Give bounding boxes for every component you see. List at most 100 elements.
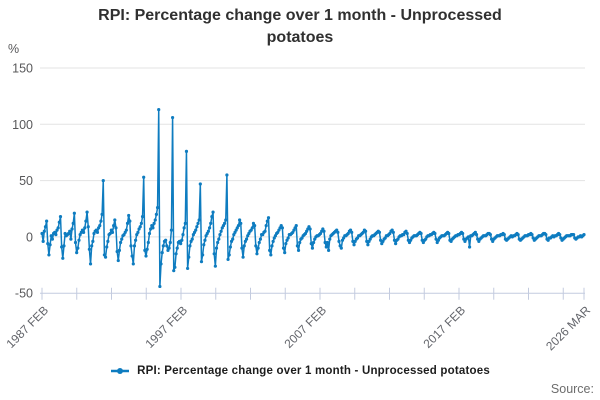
data-point xyxy=(392,238,397,242)
data-point xyxy=(61,256,65,260)
data-point xyxy=(95,230,100,234)
data-point xyxy=(172,269,176,273)
data-point xyxy=(50,237,55,241)
data-point xyxy=(258,237,263,241)
legend-series-label[interactable]: RPI: Percentage change over 1 month - Un… xyxy=(137,365,490,377)
data-point xyxy=(195,225,199,229)
data-point xyxy=(199,260,204,264)
chart-title-line1: RPI: Percentage change over 1 month - Un… xyxy=(98,7,502,24)
data-point xyxy=(151,226,155,230)
data-point xyxy=(308,227,312,231)
data-point xyxy=(474,233,479,237)
data-point xyxy=(209,221,213,225)
data-point xyxy=(118,240,123,245)
data-point xyxy=(203,238,207,242)
data-point xyxy=(324,245,328,249)
data-point xyxy=(72,211,76,215)
data-point xyxy=(161,244,165,248)
data-point xyxy=(219,229,223,233)
data-point xyxy=(268,248,272,253)
data-point xyxy=(174,252,178,256)
data-point xyxy=(187,255,191,259)
data-point xyxy=(164,238,168,242)
data-point xyxy=(283,251,287,255)
data-point xyxy=(49,234,53,238)
data-point xyxy=(311,240,316,245)
chart-title-line2: potatoes xyxy=(266,29,334,46)
data-point xyxy=(85,210,89,214)
data-point xyxy=(130,254,134,258)
data-point xyxy=(257,240,261,245)
data-point xyxy=(114,226,118,230)
data-point xyxy=(155,206,160,210)
data-point xyxy=(250,226,254,230)
data-point xyxy=(216,240,220,245)
data-point xyxy=(210,215,214,219)
data-point xyxy=(433,231,437,236)
data-point xyxy=(294,224,298,228)
data-point xyxy=(42,229,46,233)
data-point xyxy=(238,218,242,222)
data-point xyxy=(280,226,284,230)
data-point xyxy=(325,240,330,245)
data-point xyxy=(76,246,80,250)
data-point xyxy=(323,240,327,245)
data-point xyxy=(336,230,340,234)
data-point xyxy=(405,231,409,236)
data-point xyxy=(202,243,206,247)
data-point xyxy=(558,233,562,237)
y-tick-label: -50 xyxy=(15,287,33,301)
data-point xyxy=(186,266,190,271)
legend-line-marker-icon xyxy=(111,368,130,374)
data-point xyxy=(461,231,465,236)
data-point xyxy=(147,231,152,236)
data-point xyxy=(419,231,423,236)
data-point xyxy=(217,237,221,241)
data-point xyxy=(113,218,117,222)
data-point xyxy=(231,237,235,241)
data-point xyxy=(222,221,227,225)
series-point-markers xyxy=(40,108,586,289)
data-point xyxy=(184,149,189,153)
data-point xyxy=(69,237,73,241)
data-point xyxy=(488,233,492,237)
data-point xyxy=(310,246,315,250)
source-label: Source: xyxy=(550,382,594,396)
data-point xyxy=(240,246,244,250)
data-point xyxy=(134,238,138,242)
data-point xyxy=(43,225,48,229)
data-point xyxy=(265,219,269,223)
data-point xyxy=(298,240,302,245)
data-point xyxy=(322,229,326,233)
data-point xyxy=(168,240,172,245)
data-point xyxy=(77,238,81,242)
data-point xyxy=(40,231,44,236)
data-point xyxy=(264,224,268,228)
data-point xyxy=(100,212,104,216)
data-point xyxy=(154,212,159,216)
data-point xyxy=(183,221,187,225)
data-point xyxy=(530,233,534,237)
data-point xyxy=(98,224,102,228)
data-point xyxy=(194,228,198,232)
data-point xyxy=(131,262,135,266)
data-point xyxy=(296,248,301,253)
data-point xyxy=(136,230,140,234)
data-point xyxy=(377,230,382,234)
data-point xyxy=(140,215,145,219)
x-tick-label: 2007 FEB xyxy=(281,303,329,351)
data-point xyxy=(226,257,230,262)
data-point xyxy=(196,221,200,225)
data-point xyxy=(352,243,356,247)
data-point xyxy=(159,262,163,266)
data-point xyxy=(206,229,211,233)
data-point xyxy=(271,239,275,243)
data-point xyxy=(88,262,93,266)
data-point xyxy=(337,239,341,243)
y-tick-label: 150 xyxy=(12,62,33,76)
data-point xyxy=(351,239,355,243)
data-point xyxy=(270,244,274,248)
data-point xyxy=(62,244,66,248)
